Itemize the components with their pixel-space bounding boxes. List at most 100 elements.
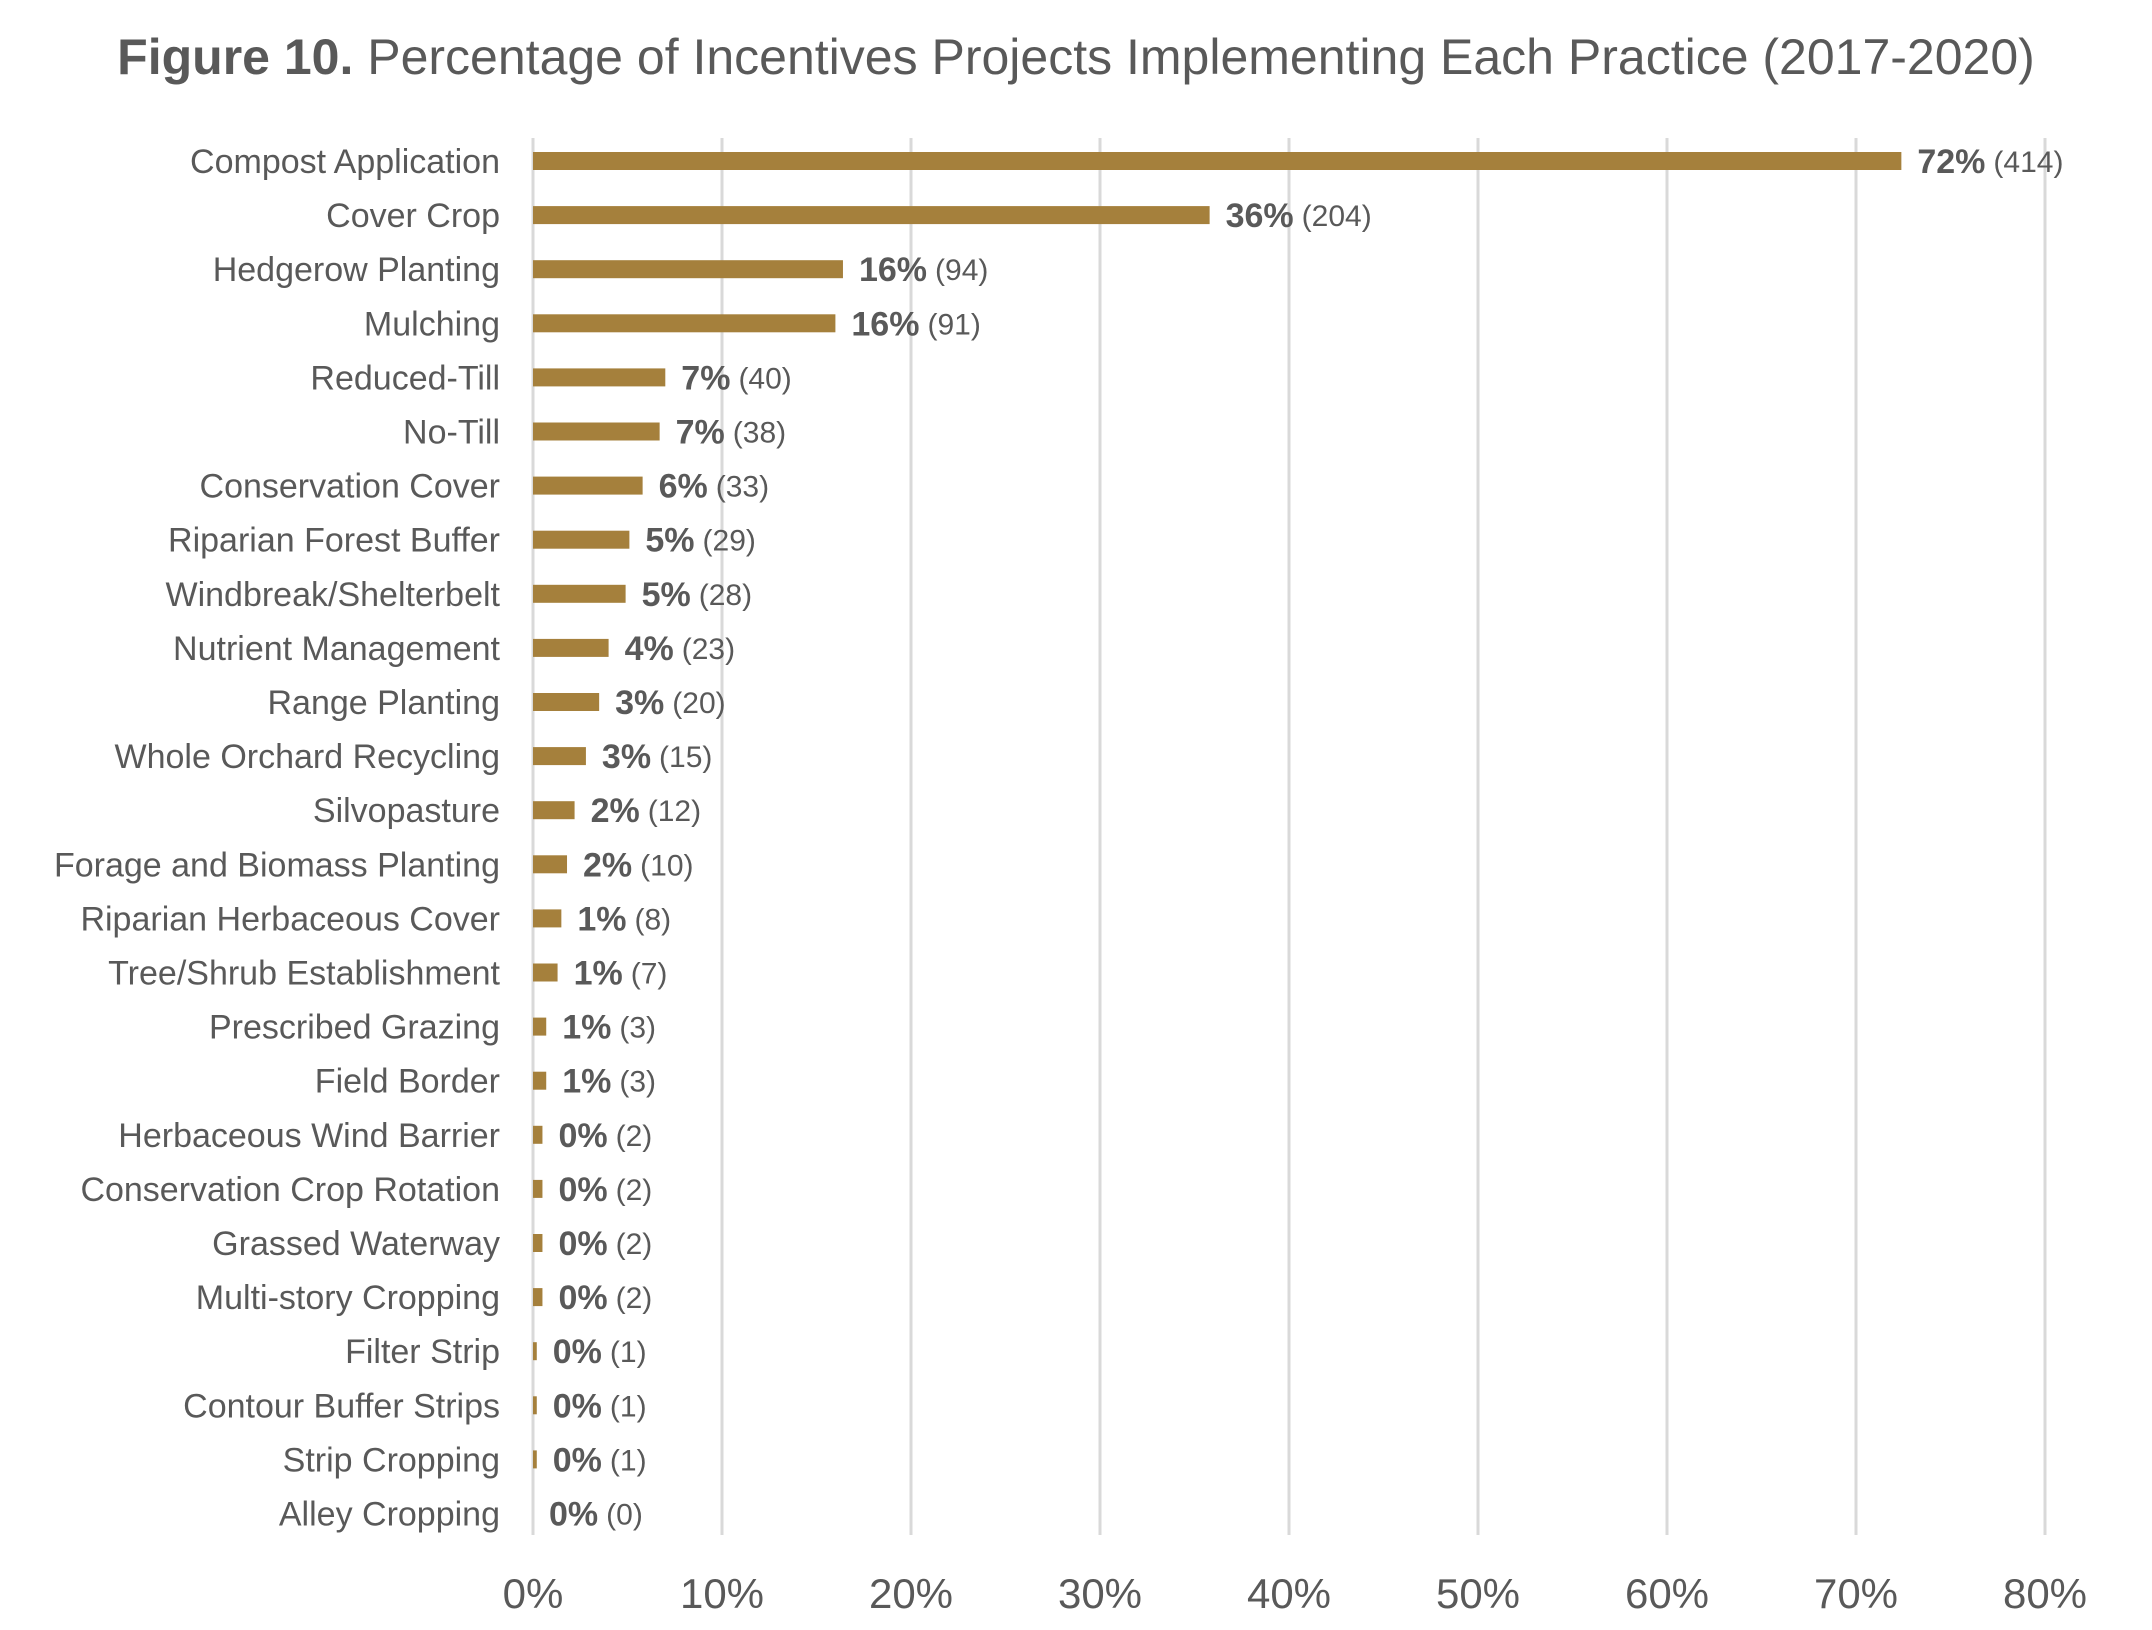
bar-value-label: 0% [558,1279,607,1317]
chart-title-rest: Percentage of Incentives Projects Implem… [353,29,2035,85]
bar-value-label: 0% [553,1333,602,1371]
bar [533,747,586,766]
x-tick-label: 70% [1814,1570,1898,1617]
category-label: Tree/Shrub Establishment [108,955,500,993]
bar [533,1125,543,1144]
bar-count-label: (33) [716,471,769,504]
bar-value-label: 6% [659,468,708,506]
category-label: Contour Buffer Strips [183,1387,500,1425]
category-label: Grassed Waterway [212,1225,500,1263]
bar-count-label: (0) [606,1499,643,1532]
bar-count-label: (15) [659,741,712,774]
bar-value-label: 7% [676,414,725,452]
bar-count-label: (3) [619,1012,656,1045]
category-label: Herbaceous Wind Barrier [118,1117,500,1155]
bar [533,1396,537,1415]
bar-value-label: 5% [642,576,691,614]
bar-value-label: 4% [625,630,674,668]
bar [533,801,575,820]
category-label: No-Till [403,414,500,452]
bar-count-label: (23) [682,633,735,666]
bar [533,368,666,387]
bar-layer [533,152,1902,1469]
label-layer: Compost Application 72% (414) Cover Crop 36%… [54,143,2064,1534]
x-tick-label: 0% [503,1570,564,1617]
bar-count-label: (40) [738,362,791,395]
bar-count-label: (38) [733,417,786,450]
bar-value-label: 0% [553,1387,602,1425]
category-label: Whole Orchard Recycling [115,738,500,776]
bar-count-label: (20) [672,687,725,720]
bar [533,422,660,441]
category-label: Nutrient Management [173,630,501,668]
bar [533,1179,543,1198]
bar-count-label: (10) [640,849,693,882]
category-label: Reduced-Till [310,359,500,397]
category-label: Conservation Crop Rotation [80,1171,500,1209]
bar-count-label: (2) [616,1174,653,1207]
category-label: Silvopasture [313,792,500,830]
bar-value-label: 72% [1917,143,1985,181]
bar-value-label: 0% [558,1117,607,1155]
bar-count-label: (94) [935,254,988,287]
bar-count-label: (414) [1993,146,2063,179]
bar-value-label: 7% [681,359,730,397]
category-label: Riparian Herbaceous Cover [80,900,500,938]
bar-count-label: (204) [1302,200,1372,233]
category-label: Hedgerow Planting [213,251,500,289]
bar [533,855,568,874]
bar-value-label: 1% [562,1009,611,1047]
category-label: Forage and Biomass Planting [54,846,500,884]
bar-value-label: 16% [859,251,927,289]
bar [533,1017,547,1036]
bar-count-label: (12) [648,795,701,828]
grid-layer [531,138,2047,1535]
category-label: Compost Application [190,143,500,181]
bar [533,152,1902,170]
bar-value-label: 3% [602,738,651,776]
bar [533,206,1210,225]
category-label: Field Border [315,1063,500,1101]
bar-count-label: (1) [610,1336,647,1369]
bar [533,1288,543,1307]
category-label: Alley Cropping [279,1496,500,1534]
x-tick-label: 50% [1436,1570,1520,1617]
bar-value-label: 0% [558,1171,607,1209]
bar [533,909,562,928]
bar-count-label: (3) [619,1066,656,1099]
bar-value-label: 36% [1226,197,1294,235]
bar [533,584,626,603]
bar-value-label: 1% [577,900,626,938]
bar [533,314,836,333]
bar-value-label: 1% [562,1063,611,1101]
x-tick-label: 20% [869,1570,953,1617]
category-label: Mulching [364,305,500,343]
bar [533,1450,537,1469]
bar [533,530,630,549]
bar-count-label: (28) [699,579,752,612]
category-label: Conservation Cover [200,468,500,506]
bar-value-label: 1% [574,955,623,993]
bar-count-label: (1) [610,1390,647,1423]
bar [533,476,643,495]
category-label: Filter Strip [345,1333,500,1371]
category-label: Windbreak/Shelterbelt [165,576,500,614]
category-label: Multi-story Cropping [196,1279,500,1317]
x-tick-label: 60% [1625,1570,1709,1617]
bar-value-label: 0% [553,1441,602,1479]
category-label: Strip Cropping [283,1441,500,1479]
bar-count-label: (8) [634,903,671,936]
bar-count-label: (29) [703,525,756,558]
chart-title: Figure 10. Percentage of Incentives Proj… [0,28,2152,86]
chart-title-bold: Figure 10. [117,29,354,85]
bar-value-label: 5% [645,522,694,560]
bar-value-label: 0% [549,1496,598,1534]
x-tick-label: 40% [1247,1570,1331,1617]
bar-count-label: (2) [616,1120,653,1153]
bar-count-label: (7) [631,958,668,991]
bar-value-label: 2% [591,792,640,830]
category-label: Cover Crop [326,197,500,235]
bar-value-label: 2% [583,846,632,884]
